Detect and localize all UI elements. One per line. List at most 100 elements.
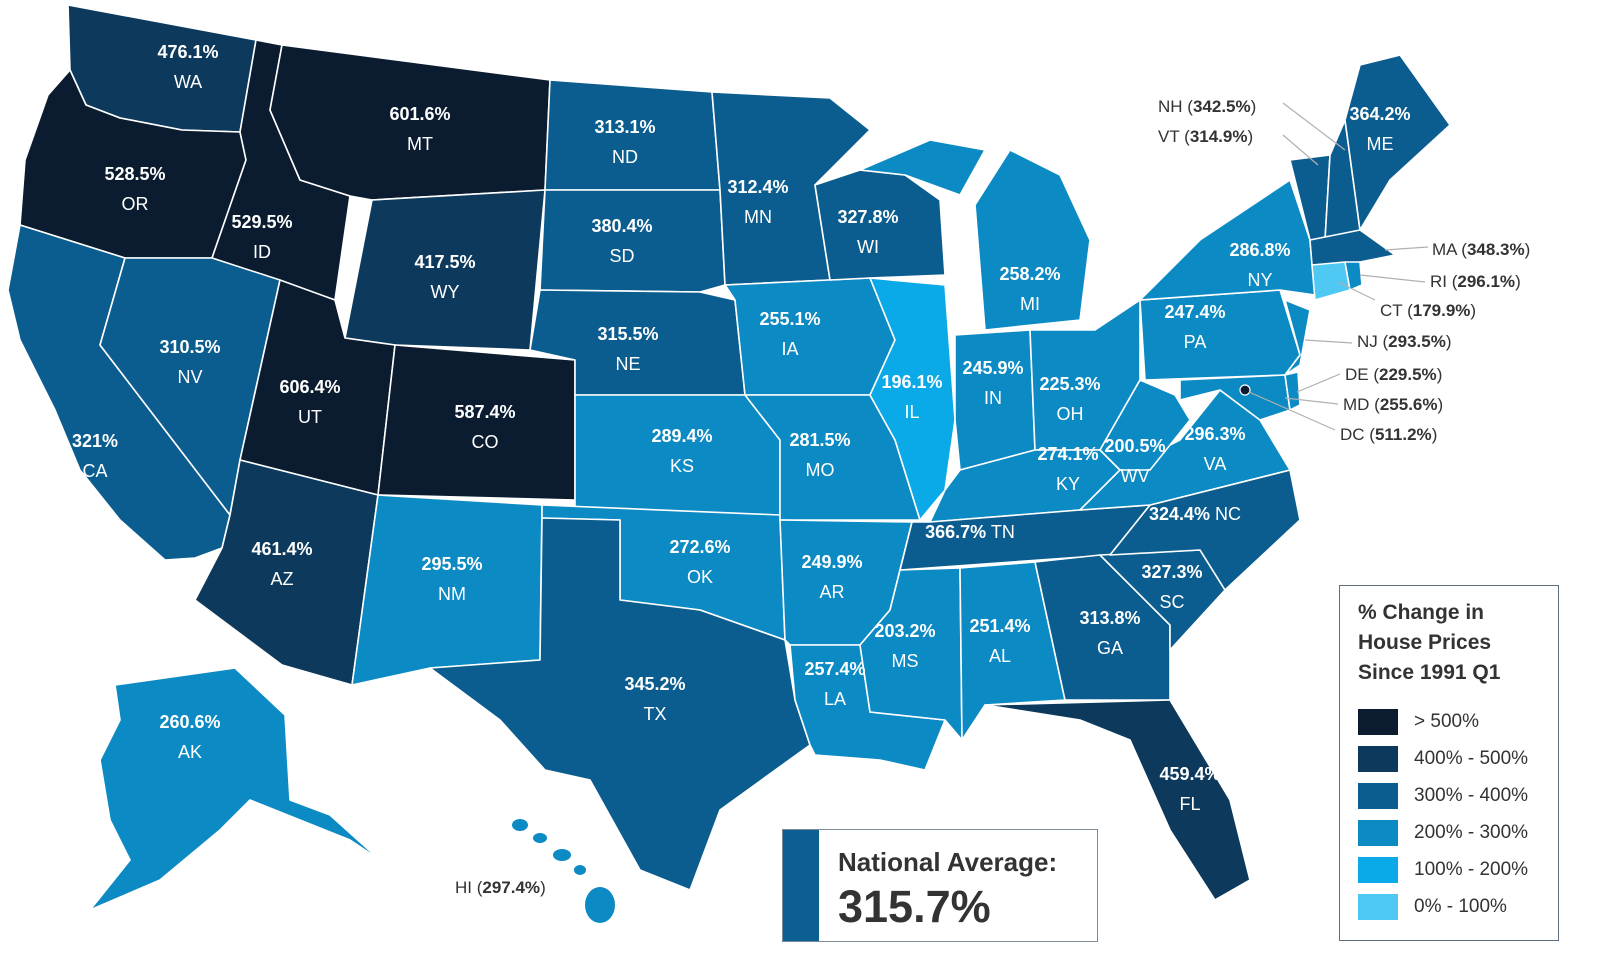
state-abbr-mn: MN: [744, 207, 772, 227]
state-abbr-ok: OK: [687, 567, 713, 587]
state-value-ut: 606.4%: [279, 377, 340, 397]
state-ME: [1344, 54, 1451, 231]
state-abbr-ne: NE: [615, 354, 640, 374]
state-WY: [344, 189, 546, 351]
label-ma: MA (348.3%): [1432, 240, 1530, 259]
national-average-swatch: [783, 830, 819, 941]
legend-label: 300% - 400%: [1414, 785, 1529, 806]
legend-label: 0% - 100%: [1414, 896, 1507, 917]
state-value-ga: 313.8%: [1079, 608, 1140, 628]
leader-ma: [1384, 246, 1429, 251]
state-abbr-in: IN: [984, 388, 1002, 408]
legend-label: 400% - 500%: [1414, 748, 1529, 769]
state-TX: [429, 517, 811, 891]
legend-item: 0% - 100%: [1358, 893, 1507, 921]
state-abbr-mo: MO: [806, 460, 835, 480]
state-abbr-ga: GA: [1097, 638, 1123, 658]
state-value-pa: 247.4%: [1164, 302, 1225, 322]
legend-label: 100% - 200%: [1414, 859, 1529, 880]
state-abbr-az: AZ: [270, 569, 293, 589]
legend-swatch: [1358, 709, 1398, 735]
state-abbr-nm: NM: [438, 584, 466, 604]
state-label-tn: 366.7% TN: [925, 522, 1015, 542]
state-NJ: [1284, 299, 1311, 376]
legend-swatch: [1358, 746, 1398, 772]
state-value-ar: 249.9%: [801, 552, 862, 572]
state-abbr-sd: SD: [609, 246, 634, 266]
state-abbr-or: OR: [122, 194, 149, 214]
state-abbr-ms: MS: [892, 651, 919, 671]
state-label-nc: 324.4% NC: [1149, 504, 1241, 524]
label-dc: DC (511.2%): [1340, 425, 1437, 444]
leader-ct: [1337, 281, 1376, 301]
leader-de: [1296, 373, 1341, 393]
label-ri: RI (296.1%): [1430, 272, 1521, 291]
label-hi: HI (297.4%): [455, 878, 546, 897]
state-value-nv: 310.5%: [159, 337, 220, 357]
label-md: MD (255.6%): [1343, 395, 1443, 414]
legend-swatch: [1358, 783, 1398, 809]
legend-swatch: [1358, 820, 1398, 846]
state-value-co: 587.4%: [454, 402, 515, 422]
state-MS: [859, 567, 963, 741]
state-abbr-ar: AR: [819, 582, 844, 602]
national-average-value: 315.7%: [838, 881, 991, 932]
state-abbr-ky: KY: [1056, 474, 1080, 494]
state-abbr-va: VA: [1204, 454, 1227, 474]
state-abbr-mi: MI: [1020, 294, 1040, 314]
state-value-mo: 281.5%: [789, 430, 850, 450]
leader-vt: [1282, 134, 1319, 166]
label-nh: NH (342.5%): [1158, 97, 1256, 116]
state-abbr-ia: IA: [781, 339, 798, 359]
state-FL: [984, 699, 1251, 901]
state-WV: [1099, 379, 1191, 471]
state-value-wy: 417.5%: [414, 252, 475, 272]
state-abbr-nd: ND: [612, 147, 638, 167]
state-value-mt: 601.6%: [389, 104, 450, 124]
legend-item: 100% - 200%: [1358, 856, 1528, 884]
state-value-id: 529.5%: [231, 212, 292, 232]
state-abbr-ca: CA: [82, 461, 107, 481]
dc-marker: [1239, 384, 1251, 396]
state-value-sd: 380.4%: [591, 216, 652, 236]
national-average-label: National Average:: [838, 847, 1058, 877]
label-vt: VT (314.9%): [1158, 127, 1253, 146]
state-abbr-wi: WI: [857, 237, 879, 257]
legend-swatch: [1358, 894, 1398, 920]
state-value-ca: 321%: [72, 431, 118, 451]
state-CT: [1311, 261, 1351, 301]
state-MI-UP: [859, 139, 986, 196]
label-de: DE (229.5%): [1345, 365, 1442, 384]
state-value-ne: 315.5%: [597, 324, 658, 344]
state-IL: [869, 277, 956, 521]
state-value-tx: 345.2%: [624, 674, 685, 694]
state-value-az: 461.4%: [251, 539, 312, 559]
state-value-wi: 327.8%: [837, 207, 898, 227]
state-abbr-oh: OH: [1057, 404, 1084, 424]
state-abbr-wv: WV: [1121, 466, 1150, 486]
state-abbr-ak: AK: [178, 742, 202, 762]
state-abbr-ut: UT: [298, 407, 322, 427]
state-value-il: 196.1%: [881, 372, 942, 392]
legend-item: 200% - 300%: [1358, 819, 1528, 847]
state-value-ia: 255.1%: [759, 309, 820, 329]
legend-title: % Change in House Prices Since 1991 Q1: [1358, 601, 1501, 684]
leader-nh: [1282, 102, 1346, 151]
state-abbr-wy: WY: [431, 282, 460, 302]
state-abbr-mt: MT: [407, 134, 433, 154]
legend-label: 200% - 300%: [1414, 822, 1529, 843]
state-value-nm: 295.5%: [421, 554, 482, 574]
state-RI: [1344, 261, 1363, 291]
state-value-ny: 286.8%: [1229, 240, 1290, 260]
leader-ri: [1359, 274, 1426, 283]
state-abbr-me: ME: [1367, 134, 1394, 154]
legend-item: 400% - 500%: [1358, 745, 1528, 773]
state-abbr-fl: FL: [1179, 794, 1200, 814]
state-labels: 476.1% WA 528.5% OR 321% CA 529.5% ID 310.5% NV 60…: [72, 42, 1411, 814]
label-ct: CT (179.9%): [1380, 301, 1476, 320]
state-MA: [1309, 229, 1396, 266]
state-abbr-pa: PA: [1184, 332, 1207, 352]
state-HI: [512, 819, 615, 923]
state-KS: [574, 394, 781, 516]
state-IA: [724, 277, 896, 396]
